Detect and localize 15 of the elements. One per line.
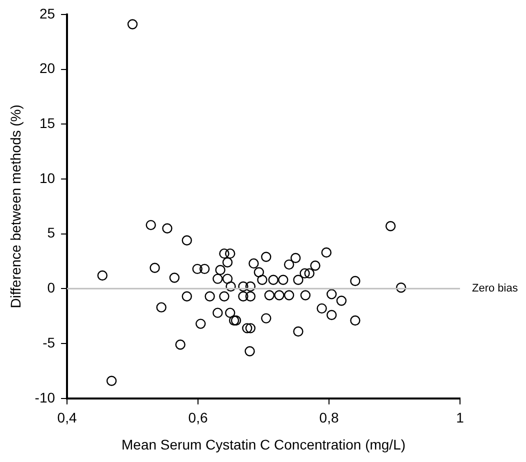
ref-line-label: Zero bias (472, 282, 518, 295)
x-tick-label: 0,8 (319, 410, 339, 426)
y-axis-title: Difference between methods (%) (7, 104, 24, 308)
x-axis-title: Mean Serum Cystatin C Concentration (mg/L) (122, 436, 406, 452)
y-tick-label: 10 (39, 170, 56, 186)
x-tick-label: 0,4 (57, 410, 77, 426)
y-tick-label: -5 (42, 334, 56, 350)
y-tick-label: 25 (39, 5, 56, 22)
y-tick-label: 0 (47, 280, 56, 296)
y-tick-label: 5 (47, 224, 56, 241)
y-tick-label: -10 (34, 389, 56, 406)
x-tick-label: 0,6 (188, 410, 208, 426)
x-tick-label: 1 (456, 410, 464, 426)
y-tick-label: 20 (39, 60, 56, 76)
y-tick-label: 15 (39, 114, 56, 131)
